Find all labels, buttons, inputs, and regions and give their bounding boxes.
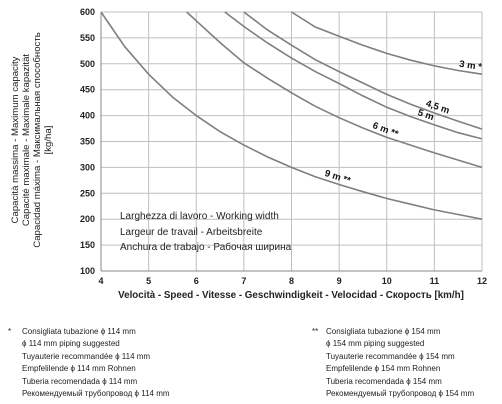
- x-tick-label: 11: [430, 276, 440, 286]
- x-tick-label: 6: [194, 276, 199, 286]
- series-line: [186, 11, 483, 169]
- note-line: Tuberia recomendada ϕ 154 mm: [326, 376, 442, 386]
- note-line: Tuyauterie recommandée ϕ 154 mm: [326, 351, 455, 361]
- y-axis-label: Capacità massima - Maximum capacity Capa…: [2, 20, 62, 260]
- tick-labels: 4 5 6 7 8 9 10 11 12 100 150 200 250 300 350 400 450 500 5…: [80, 7, 487, 286]
- y-tick-label: 450: [80, 85, 95, 95]
- series-label: 3 m *: [458, 59, 482, 73]
- legend-note: Larghezza di lavoro - Working width Larg…: [120, 209, 291, 256]
- note-line: ϕ 154 mm piping suggested: [326, 339, 425, 349]
- note-line: Tuyauterie recommandée ϕ 114 mm: [22, 351, 151, 361]
- x-tick-label: 10: [382, 276, 392, 286]
- x-tick-label: 4: [98, 276, 103, 286]
- note-line: Tuberia recomendada ϕ 114 mm: [22, 376, 138, 386]
- x-tick-label: 12: [477, 276, 487, 286]
- series-lines: [100, 11, 483, 220]
- y-tick-label: 400: [80, 111, 95, 121]
- y-axis-label-line: Capacité maximale - Maximale kapazität: [21, 53, 32, 227]
- y-tick-label: 250: [80, 188, 95, 198]
- y-axis-label-line: Capacità massima - Maximum capacity: [10, 56, 21, 224]
- note-line: Consigliata tubazione ϕ 154 mm: [326, 327, 441, 336]
- y-tick-label: 550: [80, 33, 95, 43]
- note-marker: **: [312, 327, 319, 336]
- x-axis-label: Velocità - Speed - Vitesse - Geschwindig…: [118, 290, 464, 301]
- y-tick-label: 350: [80, 137, 95, 147]
- y-tick-label: 300: [80, 162, 95, 172]
- x-tick-label: 7: [241, 276, 246, 286]
- series-line: [224, 11, 483, 140]
- series-line: [291, 11, 483, 75]
- x-tick-label: 5: [146, 276, 151, 286]
- note-line: Consigliata tubazione ϕ 114 mm: [22, 327, 136, 336]
- y-tick-label: 150: [80, 240, 95, 250]
- x-tick-label: 8: [289, 276, 294, 286]
- note-marker: *: [8, 327, 12, 336]
- series-label: 5 m: [416, 107, 435, 123]
- capacity-chart: 4 5 6 7 8 9 10 11 12 100 150 200 250 300 350 400 450 500 5…: [80, 7, 487, 286]
- series-line: [243, 11, 483, 130]
- notes-right: ** Consigliata tubazione ϕ 154 mm ϕ 154 m…: [312, 326, 474, 400]
- note-line: Empfelilende ϕ 154 mm Rohnen: [326, 364, 441, 374]
- y-axis-label-line: Capacidad máxima - Максимальная способно…: [32, 32, 43, 248]
- notes-left: * Consigliata tubazione ϕ 114 mm ϕ 114 mm…: [8, 326, 170, 400]
- note-line: Рекомендуемый трубопровод ϕ 114 mm: [22, 389, 170, 399]
- y-tick-label: 100: [80, 266, 95, 276]
- y-tick-label: 600: [80, 7, 95, 17]
- legend-line: Anchura de trabajo - Рабочая ширина: [120, 242, 292, 254]
- series-line: [100, 11, 483, 220]
- y-axis-label-unit: [kg/ha]: [43, 125, 54, 155]
- note-line: ϕ 114 mm piping suggested: [22, 339, 120, 349]
- y-tick-label: 200: [80, 214, 95, 224]
- note-line: Рекомендуемый трубопровод ϕ 154 mm: [326, 389, 475, 399]
- x-tick-label: 9: [337, 276, 342, 286]
- legend-line: Larghezza di lavoro - Working width: [120, 211, 279, 222]
- y-tick-label: 500: [80, 59, 95, 69]
- legend-line: Largeur de travail - Arbeitsbreite: [120, 226, 263, 238]
- note-line: Empfelilende ϕ 114 mm Rohnen: [22, 364, 136, 374]
